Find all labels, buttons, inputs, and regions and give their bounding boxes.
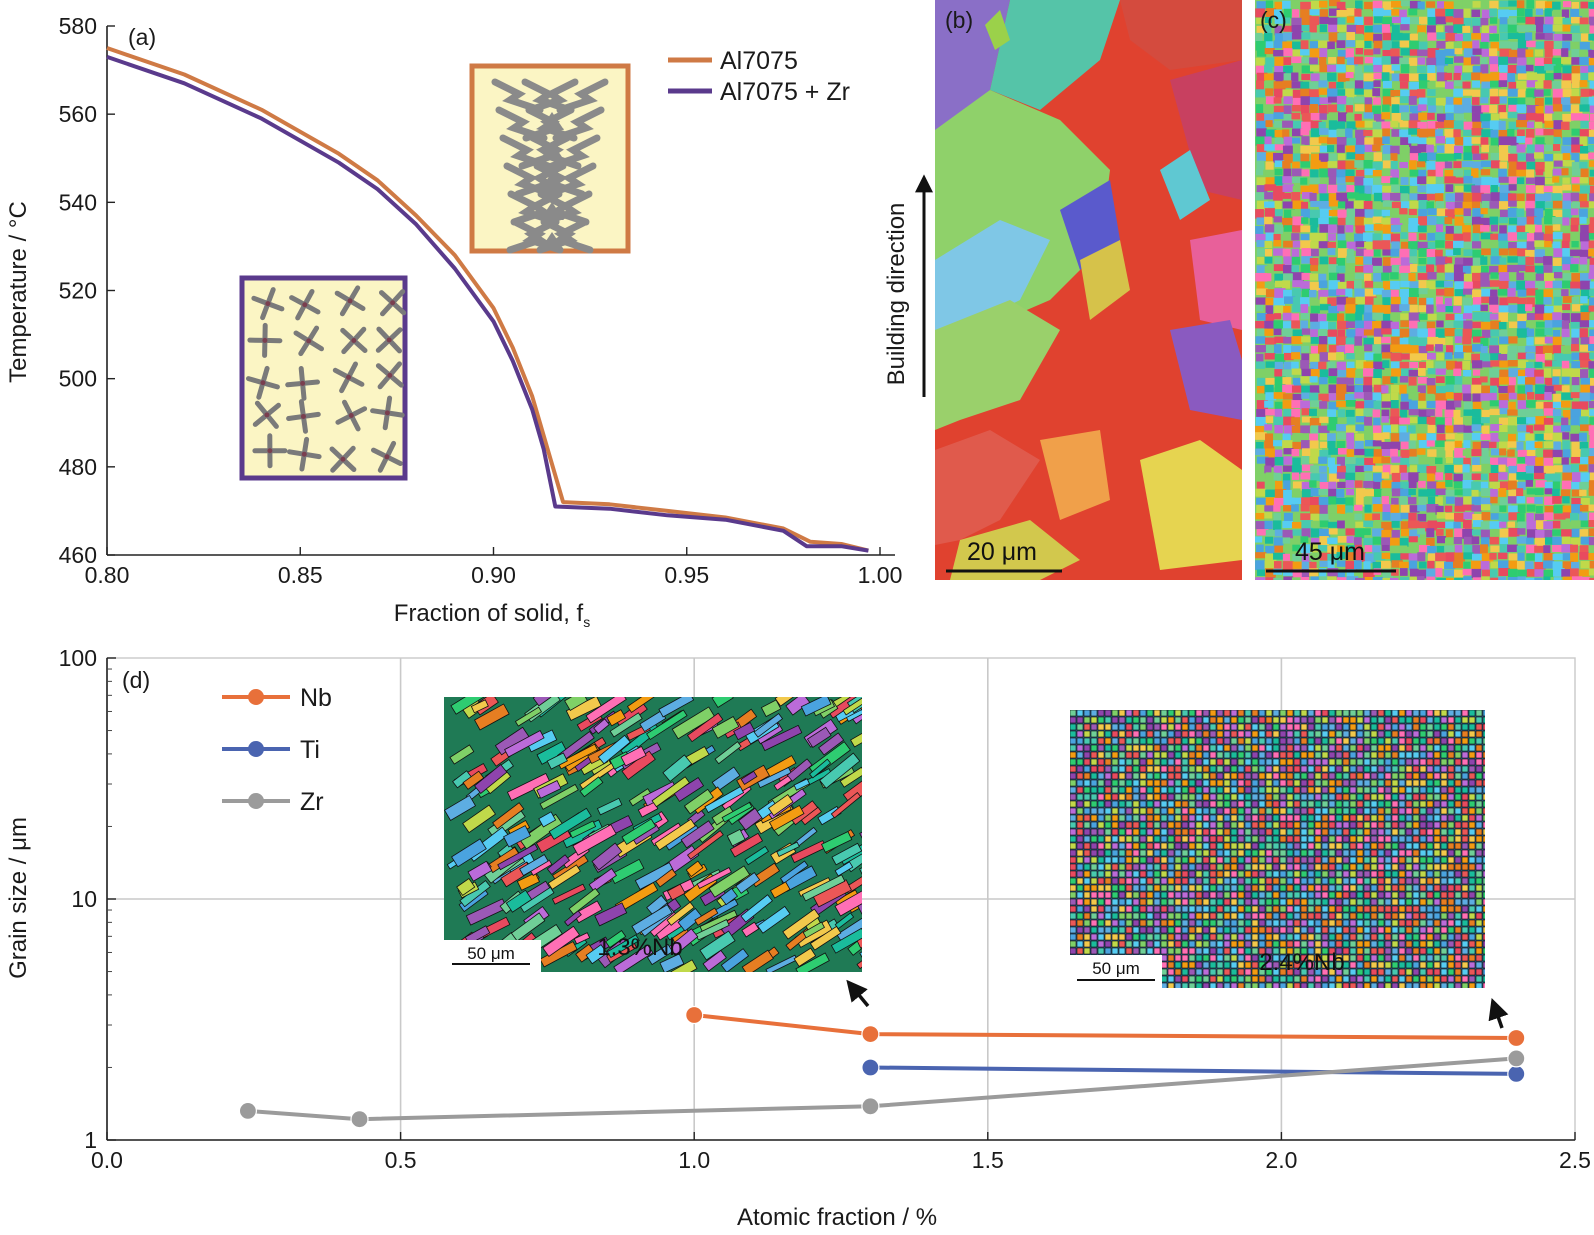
a-series-line-al7075-zr xyxy=(106,55,869,553)
a-x-tick-label: 0.90 xyxy=(471,562,516,588)
d-legend-label-nb: Nb xyxy=(300,684,332,712)
a-y-tick-label: 520 xyxy=(59,278,97,304)
ebsd-inset-2: 50 μm 2.4%Nb xyxy=(1070,710,1485,988)
panel-d-label: (d) xyxy=(122,667,150,693)
a-y-tick-label: 540 xyxy=(59,189,97,215)
d-x-tick-label: 0.5 xyxy=(385,1147,417,1173)
d-legend-marker-ti xyxy=(248,741,264,757)
b-scale-label: 20 μm xyxy=(967,538,1037,566)
a-y-tick-label: 500 xyxy=(59,366,97,392)
d-legend-label-zr: Zr xyxy=(300,788,324,816)
inset-2-scale-label: 50 μm xyxy=(1092,959,1140,978)
c-scale-label: 45 μm xyxy=(1295,538,1365,566)
panel-c-label: (c) xyxy=(1260,7,1287,33)
ebsd-inset-1: 50 μm 1.3%Nb xyxy=(444,697,862,972)
columnar-dendrite-icon xyxy=(469,63,631,254)
panel-a-label: (a) xyxy=(128,24,156,50)
d-series-line-nb xyxy=(693,1013,1517,1040)
d-point-zr xyxy=(238,1101,257,1121)
a-y-tick-label: 580 xyxy=(59,13,97,39)
d-legend-marker-zr xyxy=(248,793,264,809)
d-series-line-zr xyxy=(247,1056,1517,1122)
panel-d: 0.0 0.5 1.0 1.5 2.0 2.5 1 10 100 (d) 50 μm 1.3%N… xyxy=(5,645,1591,1231)
d-y-axis-label: Grain size / μm xyxy=(5,817,32,979)
d-x-tick-label: 1.5 xyxy=(972,1147,1004,1173)
a-x-tick-label: 0.80 xyxy=(85,562,130,588)
building-direction-label: Building direction xyxy=(883,203,910,386)
d-point-zr xyxy=(350,1110,369,1129)
ebsd-map-b xyxy=(935,0,1242,580)
d-y-tick-label: 1 xyxy=(84,1127,97,1153)
a-y-axis-label: Temperature / °C xyxy=(5,201,32,383)
inset-1-scale-label: 50 μm xyxy=(467,944,515,963)
a-x-tick-label: 0.85 xyxy=(278,562,323,588)
a-x-tick-label: 0.95 xyxy=(664,562,709,588)
a-legend-al7075: Al7075 xyxy=(720,47,798,75)
d-point-nb xyxy=(861,1024,880,1044)
d-point-nb xyxy=(1507,1028,1526,1048)
ebsd-map-c xyxy=(1255,0,1594,580)
d-point-ti xyxy=(861,1058,880,1077)
inset-2-scale-box xyxy=(1070,955,1162,988)
d-y-tick-label: 10 xyxy=(71,886,97,912)
panel-b: (b) 20 μm Building direction xyxy=(883,0,1242,580)
d-x-tick-label: 2.0 xyxy=(1265,1147,1297,1173)
d-series-line-ti xyxy=(870,1065,1517,1076)
d-y-tick-label: 100 xyxy=(59,645,97,671)
a-y-tick-label: 460 xyxy=(59,542,97,568)
a-x-axis-label: Fraction of solid, fs xyxy=(394,600,590,630)
inset-2-arrow-icon xyxy=(1488,998,1509,1029)
d-point-ti xyxy=(1507,1064,1526,1084)
panel-c: (c) 45 μm xyxy=(1255,0,1594,580)
d-x-tick-label: 0.0 xyxy=(91,1147,123,1173)
a-y-tick-label: 560 xyxy=(59,101,97,127)
a-legend-al7075-zr: Al7075 + Zr xyxy=(720,78,850,106)
a-y-tick-label: 480 xyxy=(59,454,97,480)
d-x-axis-label: Atomic fraction / % xyxy=(737,1204,937,1231)
panel-b-label: (b) xyxy=(945,7,973,33)
inset-1-label: 1.3%Nb xyxy=(597,934,682,961)
inset-1-arrow-icon xyxy=(846,979,870,1008)
inset-2-label: 2.4%Nb xyxy=(1259,949,1344,976)
a-x-tick-label: 1.00 xyxy=(858,562,903,588)
inset-1-scale-box xyxy=(444,940,541,972)
d-point-nb xyxy=(685,1005,704,1025)
panel-a: 0.80 0.85 0.90 0.95 1.00 460 480 500 520 540 560 58… xyxy=(5,13,902,630)
d-x-tick-label: 1.0 xyxy=(678,1147,710,1173)
a-legend: Al7075 Al7075 + Zr xyxy=(668,47,850,106)
d-legend-label-ti: Ti xyxy=(300,736,320,764)
d-point-zr xyxy=(861,1097,880,1116)
d-legend-marker-nb xyxy=(248,689,264,705)
d-point-zr xyxy=(1507,1049,1526,1068)
d-x-tick-label: 2.5 xyxy=(1559,1147,1591,1173)
a-series-line-al7075 xyxy=(106,46,869,553)
equiaxed-dendrite-icon xyxy=(239,275,408,481)
